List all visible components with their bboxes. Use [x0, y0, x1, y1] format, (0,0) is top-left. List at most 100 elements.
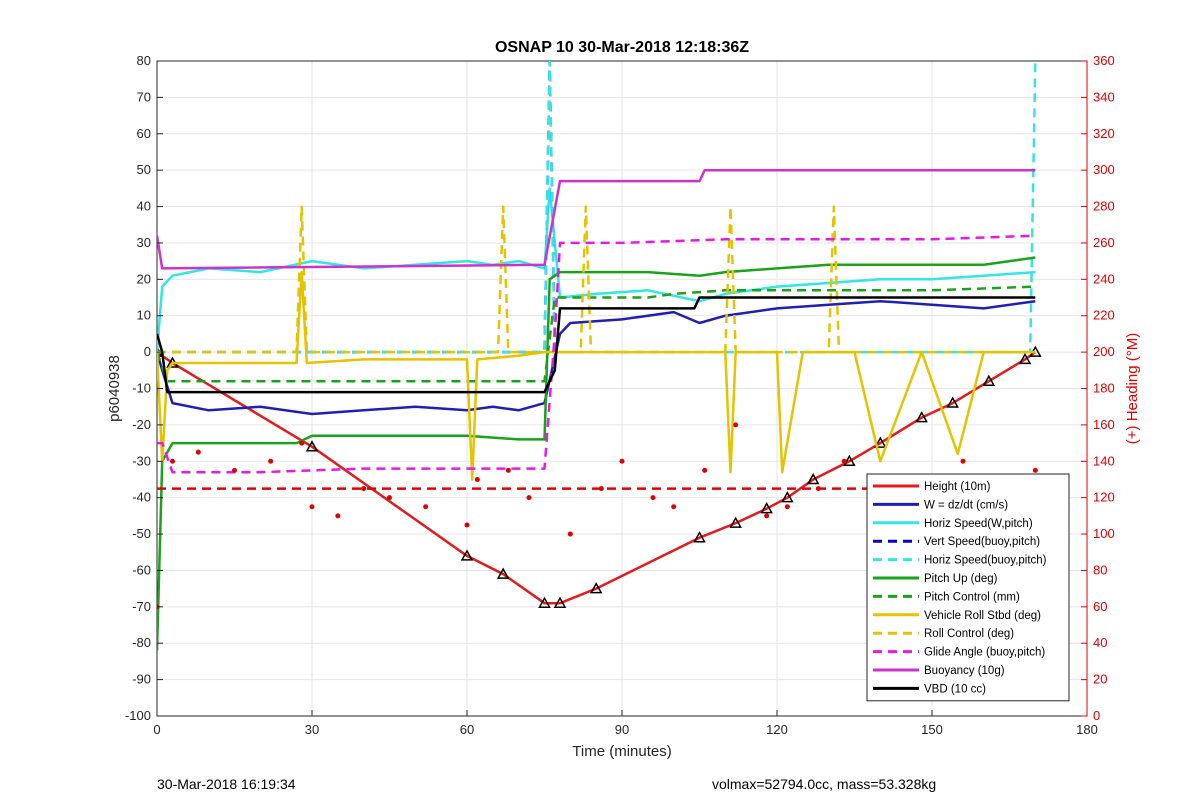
legend-label: Vert Speed(buoy,pitch)	[924, 536, 1040, 548]
legend-label: Roll Control (deg)	[924, 628, 1014, 640]
series-12-point	[764, 513, 770, 519]
y-right-tick-label: 300	[1093, 162, 1115, 177]
legend-label: Glide Angle (buoy,pitch)	[924, 647, 1045, 659]
y-tick-label: 20	[137, 271, 151, 286]
height-marker	[760, 502, 773, 514]
y-tick-label: -50	[132, 526, 151, 541]
height-marker	[538, 596, 551, 608]
series-12-point	[619, 458, 625, 464]
height-marker	[729, 516, 742, 528]
series-12-point	[1032, 467, 1038, 473]
y-right-tick-label: 120	[1093, 490, 1115, 505]
height-marker	[806, 472, 820, 485]
legend-label: Horiz Speed(buoy,pitch)	[924, 555, 1047, 567]
height-marker	[693, 531, 706, 543]
height-marker	[946, 396, 959, 408]
legend-label: Pitch Up (deg)	[924, 573, 998, 585]
y-right-tick-label: 360	[1093, 53, 1115, 68]
height-marker	[982, 374, 996, 386]
height-marker	[496, 567, 510, 579]
legend-label: Buoyancy (10g)	[924, 665, 1005, 677]
series-9-line	[157, 234, 1036, 474]
series-12-point	[702, 467, 708, 473]
y-right-tick-label: 200	[1093, 344, 1115, 359]
series-5-line	[157, 256, 1036, 651]
y-right-tick-label: 140	[1093, 453, 1115, 468]
x-tick-label: 60	[460, 722, 474, 737]
footer-timestamp: 30-Mar-2018 16:19:34	[157, 776, 296, 792]
series-12-point	[841, 458, 847, 464]
series-11-line	[157, 296, 1036, 394]
series-12-point	[423, 504, 429, 510]
y-tick-label: 10	[137, 308, 151, 323]
y-right-tick-label: 180	[1093, 381, 1115, 396]
y-tick-label: -90	[132, 672, 151, 687]
x-tick-label: 120	[766, 722, 788, 737]
y-axis-label: p6040938	[106, 355, 123, 422]
x-tick-label: 0	[153, 722, 160, 737]
series-8-line	[157, 205, 1036, 354]
y-tick-label: -20	[132, 417, 151, 432]
series-12-point	[960, 458, 966, 464]
series-12-point	[733, 422, 739, 428]
series-12-point	[170, 458, 175, 464]
series-0-line	[157, 351, 1037, 605]
series-12-point	[195, 449, 201, 455]
x-tick-label: 150	[921, 722, 943, 737]
height-marker	[589, 582, 603, 594]
y-right-tick-label: 220	[1093, 308, 1115, 323]
y-tick-label: -40	[132, 490, 151, 505]
legend-box	[866, 473, 1070, 702]
y-right-tick-label: 60	[1093, 599, 1107, 614]
y-right-axis-label: (+) Heading (°M)	[1124, 333, 1141, 444]
y-right-tick-label: 100	[1093, 526, 1115, 541]
height-marker	[915, 411, 928, 423]
y-tick-label: 50	[137, 162, 151, 177]
legend-label: Horiz Speed(W,pitch)	[924, 518, 1033, 530]
y-right-tick-label: 20	[1093, 672, 1107, 687]
series-12-point	[505, 467, 511, 473]
legend-label: W = dz/dt (cm/s)	[924, 499, 1008, 511]
series-12-point	[671, 504, 677, 510]
height-marker	[460, 549, 474, 561]
series-12-point	[474, 476, 480, 482]
y-right-tick-label: 40	[1093, 635, 1107, 650]
height-marker	[843, 454, 856, 467]
footer-volmax-mass: volmax=52794.0cc, mass=53.328kg	[712, 776, 937, 792]
series-12-point	[650, 495, 656, 501]
y-tick-label: 80	[137, 53, 151, 68]
series-12-point	[232, 467, 237, 473]
series-12-point	[387, 495, 392, 501]
height-marker	[553, 596, 567, 608]
y-tick-label: -80	[132, 635, 151, 650]
series-12-point	[526, 495, 532, 501]
height-marker	[874, 436, 887, 448]
y-right-tick-label: 320	[1093, 126, 1115, 141]
y-right-tick-label: 280	[1093, 199, 1115, 214]
y-right-tick-label: 340	[1093, 89, 1115, 104]
y-tick-label: -60	[132, 562, 151, 577]
series-12-point	[335, 513, 341, 519]
series-6-line	[157, 285, 1036, 383]
y-tick-label: -30	[132, 453, 151, 468]
y-tick-label: -10	[132, 381, 151, 396]
series-12-point	[567, 531, 573, 537]
legend-label: Height (10m)	[924, 481, 991, 493]
y-tick-label: -70	[132, 599, 151, 614]
x-axis-label: Time (minutes)	[572, 743, 671, 760]
legend-label: Vehicle Roll Stbd (deg)	[924, 610, 1041, 622]
y-tick-label: 60	[137, 126, 151, 141]
series-12-point	[784, 504, 790, 510]
series-12-point	[309, 504, 315, 510]
height-marker	[1018, 352, 1032, 365]
y-right-tick-label: 160	[1093, 417, 1115, 432]
y-right-tick-label: 240	[1093, 271, 1115, 286]
chart-title: OSNAP 10 30-Mar-2018 12:18:36Z	[495, 39, 749, 56]
series-1-line	[157, 299, 1036, 416]
series-layer	[157, 61, 1042, 651]
series-12-point	[464, 522, 470, 528]
series-10-line	[157, 168, 1036, 270]
y-tick-label: 40	[137, 199, 151, 214]
series-12-point	[361, 486, 367, 492]
